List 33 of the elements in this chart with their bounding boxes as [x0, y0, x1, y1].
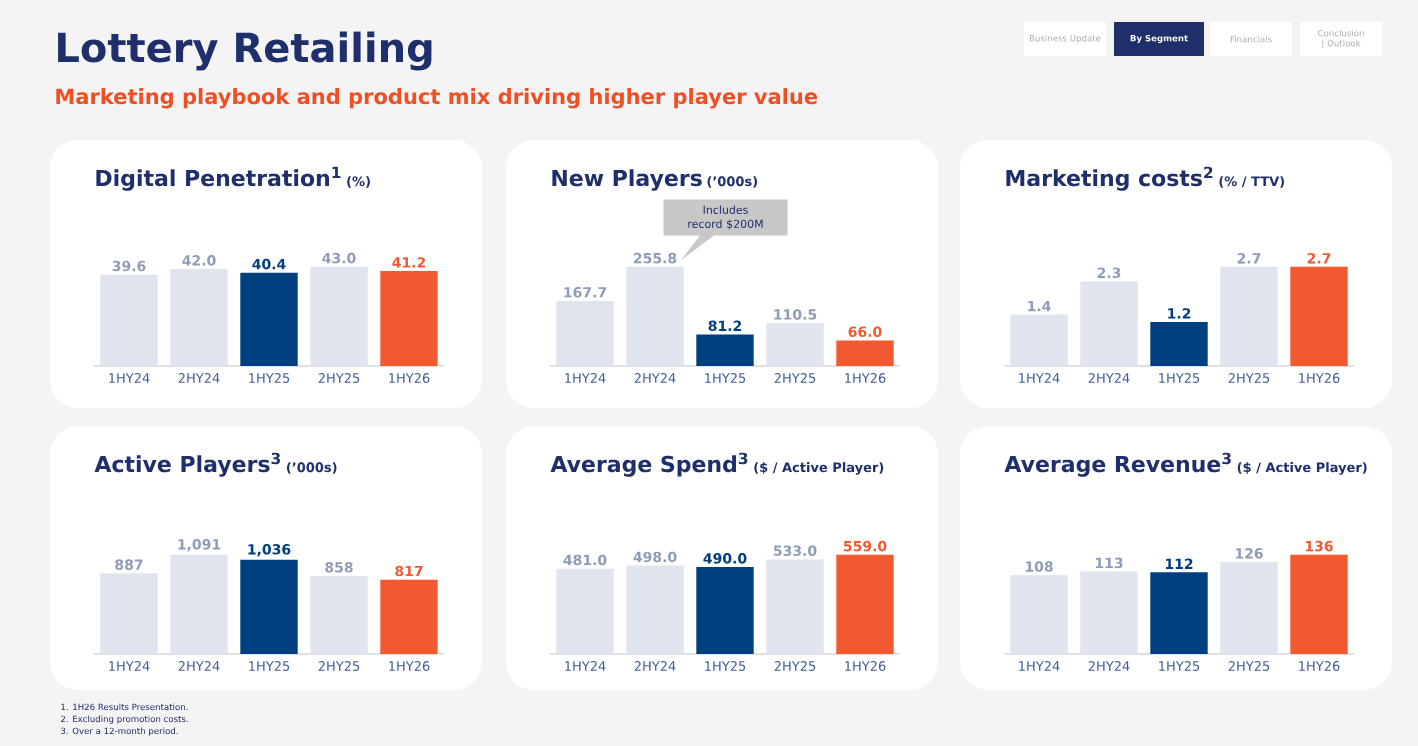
bar [310, 575, 368, 654]
bar [1290, 554, 1348, 654]
bar [1290, 266, 1348, 366]
chart-title: New Players [552, 169, 702, 191]
bar [766, 559, 824, 654]
chart-title: Marketing costs$^{2}$ [1006, 166, 1213, 191]
bar [1150, 572, 1208, 654]
bar [836, 554, 894, 654]
bar [696, 567, 754, 654]
chart-title: Active Players$^{3}$ [94, 452, 280, 477]
bar [626, 266, 684, 366]
bar [1220, 266, 1278, 366]
bar [626, 565, 684, 654]
bar [696, 334, 754, 366]
bar [1080, 571, 1138, 654]
chart-title: Digital Penetration$^{1}$ [96, 166, 341, 191]
text: Marketing playbook and product mix driving higher player value [56, 88, 818, 109]
bar [170, 554, 228, 654]
text: Lottery Retailing [58, 31, 432, 71]
chart-title: Average Revenue$^{3}$ [1004, 452, 1231, 477]
bar [240, 559, 298, 654]
bar [1010, 314, 1068, 366]
bar [556, 568, 614, 654]
bar [1010, 575, 1068, 654]
bar [1220, 562, 1278, 654]
chart-title: Average Spend$^{3}$ [550, 452, 748, 477]
bar [1150, 321, 1208, 366]
bar [1080, 281, 1138, 366]
bar [556, 300, 614, 366]
bar [836, 340, 894, 366]
bar [766, 323, 824, 366]
bar [100, 573, 158, 654]
bar [380, 579, 438, 654]
